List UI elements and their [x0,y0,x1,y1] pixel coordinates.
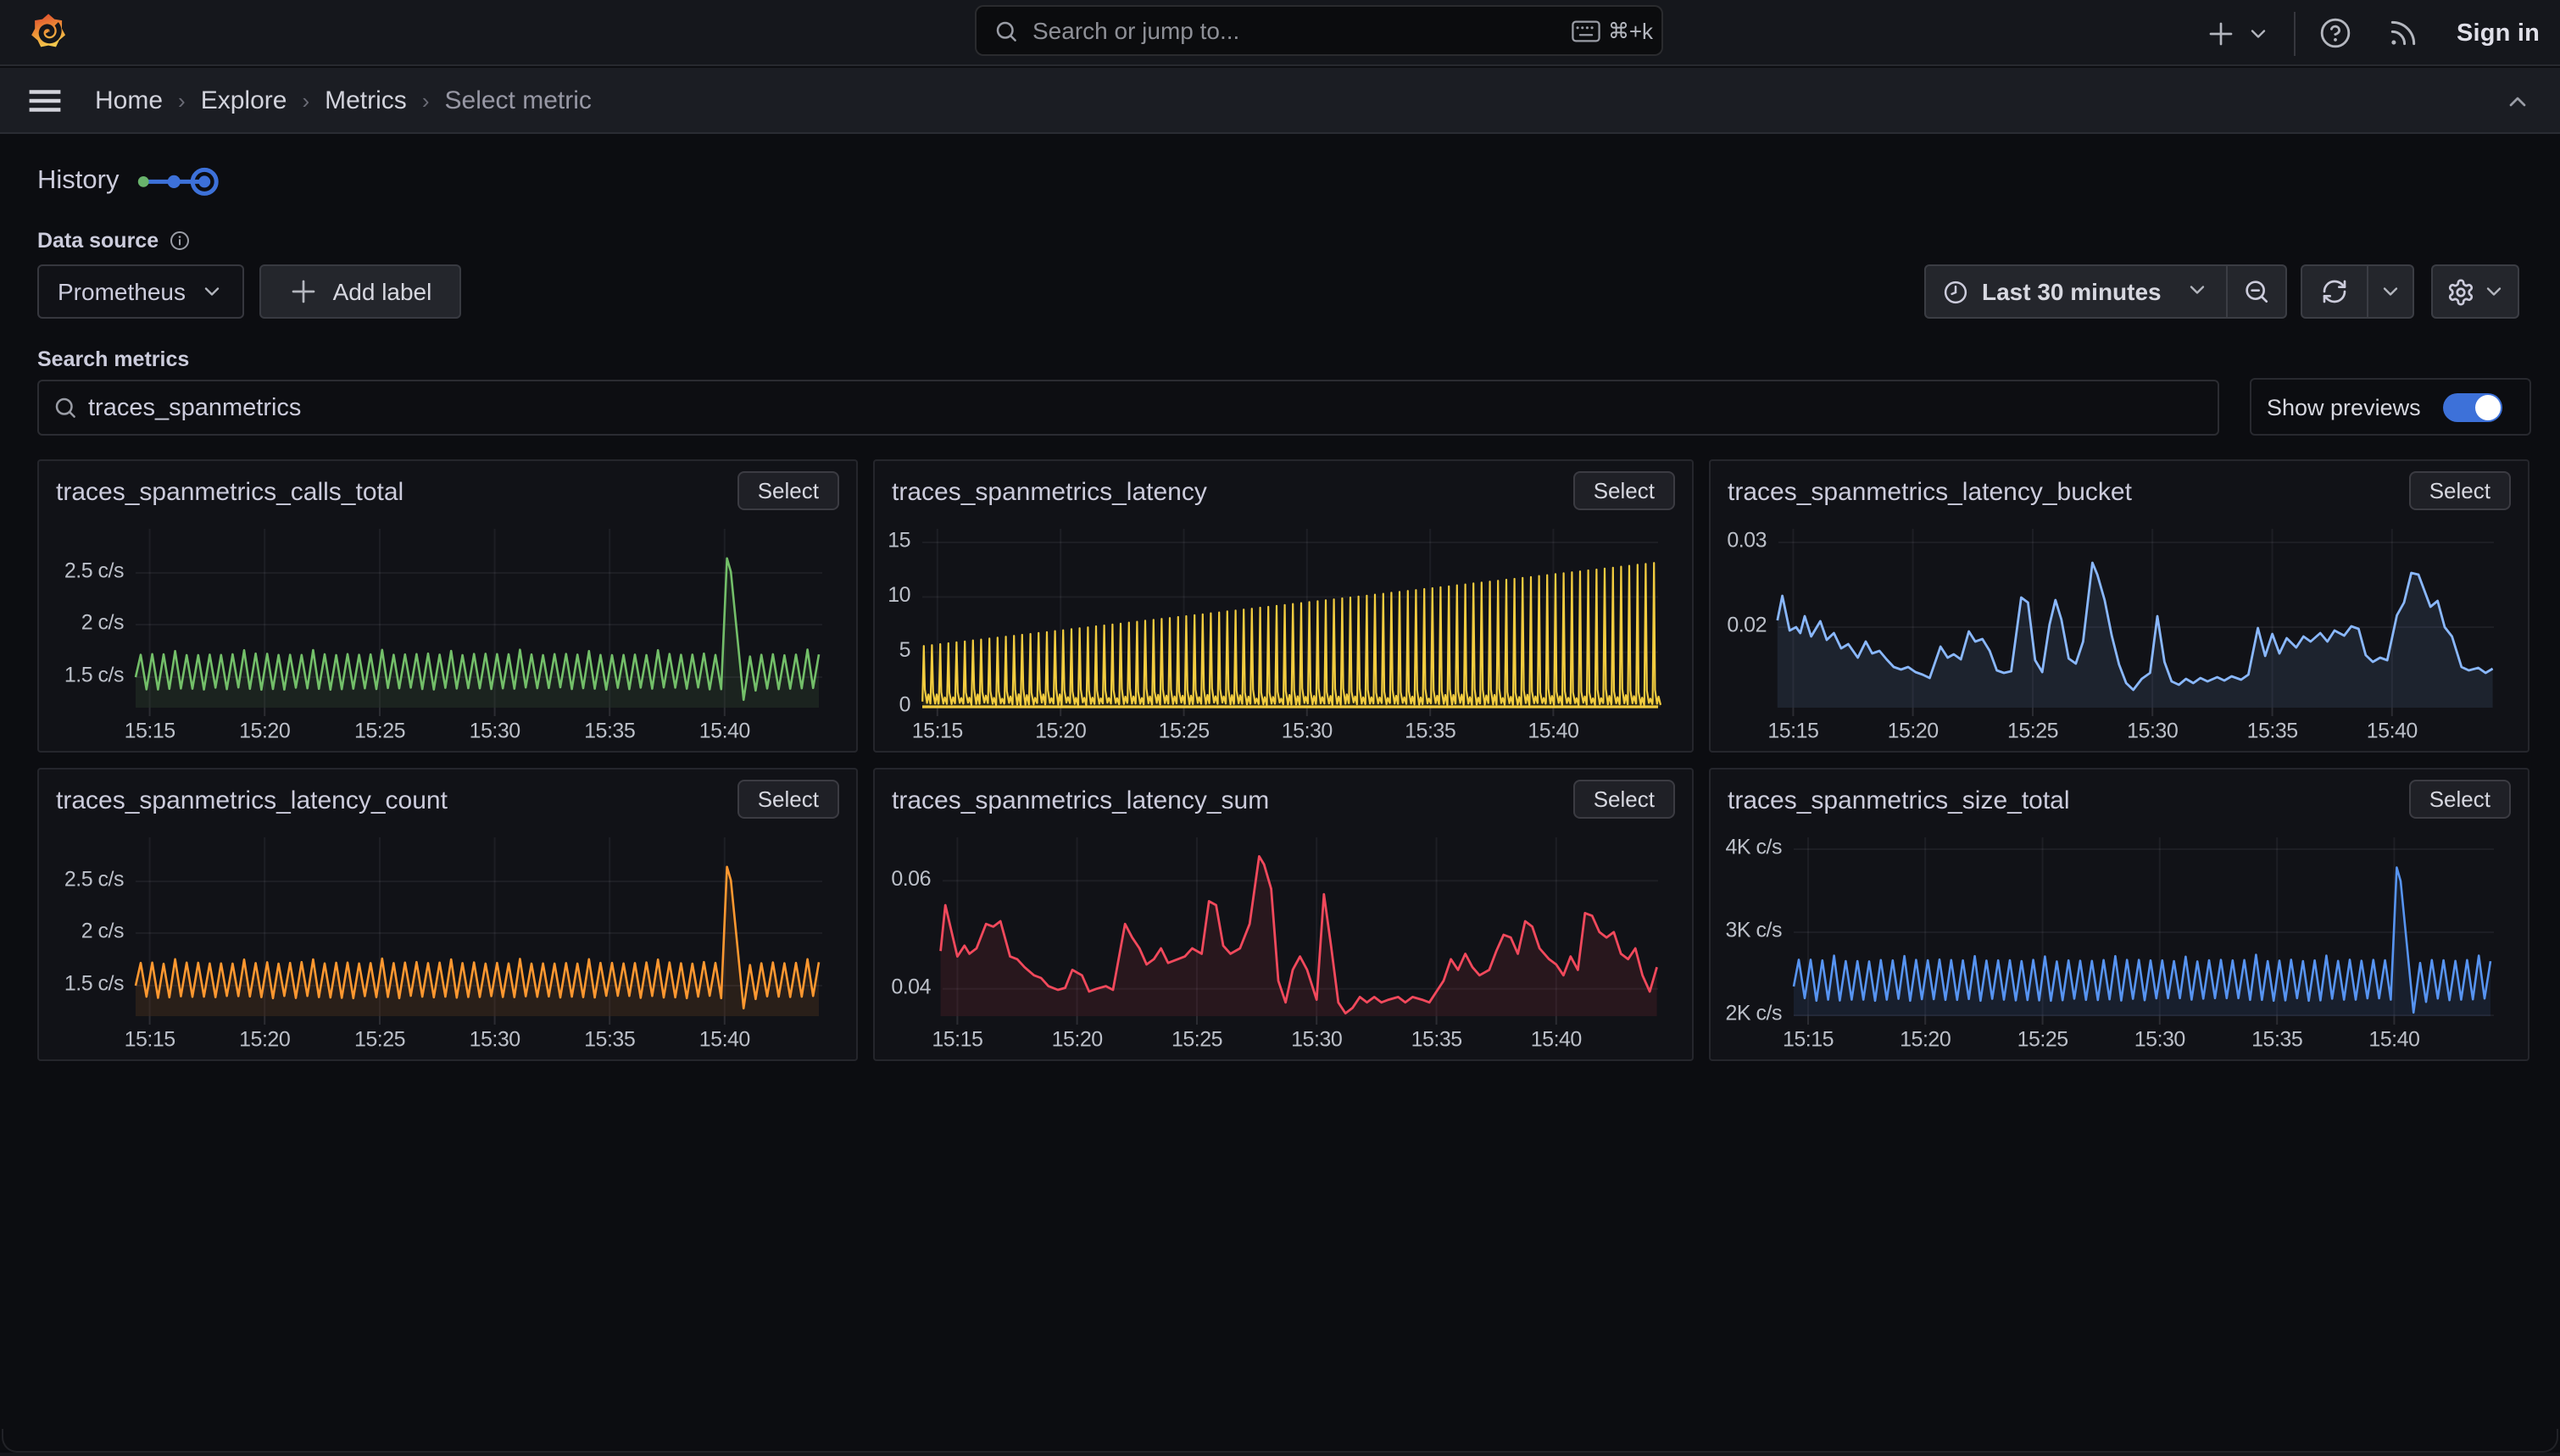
svg-text:15:35: 15:35 [1405,720,1455,743]
svg-text:15:20: 15:20 [239,1028,290,1052]
svg-text:15:30: 15:30 [2134,1028,2185,1052]
svg-text:2 c/s: 2 c/s [81,611,124,635]
svg-text:15:40: 15:40 [2367,720,2418,743]
svg-text:15:20: 15:20 [1888,720,1939,743]
svg-text:5: 5 [899,638,910,662]
svg-text:15:35: 15:35 [2247,720,2298,743]
svg-text:15:30: 15:30 [1291,1028,1342,1052]
svg-text:15:35: 15:35 [2251,1028,2302,1052]
svg-text:15: 15 [888,529,910,553]
svg-text:15:30: 15:30 [470,720,520,743]
svg-text:15:40: 15:40 [1531,1028,1582,1052]
svg-text:1.5 c/s: 1.5 c/s [64,972,124,996]
svg-text:0.06: 0.06 [891,867,931,891]
svg-text:3K c/s: 3K c/s [1726,919,1782,942]
svg-text:1.5 c/s: 1.5 c/s [64,664,124,687]
svg-text:4K c/s: 4K c/s [1726,836,1782,859]
svg-text:2 c/s: 2 c/s [81,920,124,943]
svg-text:15:15: 15:15 [1767,720,1818,743]
svg-text:15:35: 15:35 [584,1028,635,1052]
svg-text:15:15: 15:15 [912,720,963,743]
svg-text:15:40: 15:40 [699,1028,750,1052]
svg-text:15:25: 15:25 [354,1028,405,1052]
svg-text:0.03: 0.03 [1727,529,1767,553]
svg-text:15:40: 15:40 [1528,720,1578,743]
svg-text:15:15: 15:15 [932,1028,982,1052]
svg-text:2K c/s: 2K c/s [1726,1002,1782,1025]
svg-text:15:25: 15:25 [354,720,405,743]
svg-text:15:30: 15:30 [1282,720,1333,743]
svg-text:15:35: 15:35 [1411,1028,1462,1052]
svg-text:0.04: 0.04 [891,975,931,998]
svg-text:15:40: 15:40 [2368,1028,2419,1052]
svg-text:15:20: 15:20 [1035,720,1086,743]
svg-text:15:20: 15:20 [1900,1028,1951,1052]
svg-text:15:15: 15:15 [125,1028,175,1052]
svg-text:15:15: 15:15 [1783,1028,1834,1052]
svg-text:0: 0 [899,693,910,717]
svg-text:15:35: 15:35 [584,720,635,743]
svg-text:15:25: 15:25 [1159,720,1210,743]
svg-text:2.5 c/s: 2.5 c/s [64,559,124,583]
svg-text:15:20: 15:20 [1052,1028,1103,1052]
svg-text:15:20: 15:20 [239,720,290,743]
svg-text:0.02: 0.02 [1727,614,1767,637]
svg-text:15:30: 15:30 [2127,720,2178,743]
svg-text:15:30: 15:30 [470,1028,520,1052]
svg-text:15:15: 15:15 [125,720,175,743]
svg-text:10: 10 [888,583,910,607]
svg-text:15:25: 15:25 [2017,1028,2068,1052]
svg-text:15:25: 15:25 [1171,1028,1222,1052]
svg-text:15:40: 15:40 [699,720,750,743]
svg-text:2.5 c/s: 2.5 c/s [64,868,124,892]
svg-text:15:25: 15:25 [2007,720,2058,743]
